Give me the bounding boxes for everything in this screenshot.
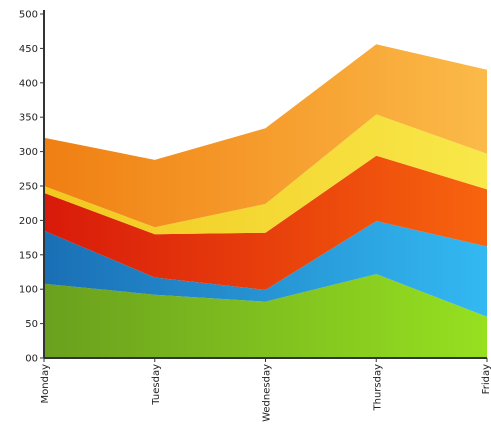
x-tick-label-group: Monday Tuesday Wednesday Thursday Friday (40, 364, 491, 422)
y-tick-label: 50 (25, 319, 38, 330)
x-tick-label: Monday (40, 364, 51, 404)
y-tick-label-group: 00 50 100 150 200 250 300 350 400 450 500 (19, 10, 38, 365)
y-tick-label: 200 (19, 216, 38, 227)
y-tick-label: 00 (25, 354, 38, 365)
axes-group (40, 10, 488, 362)
area-series-4 (44, 114, 487, 235)
area-series-3 (44, 155, 487, 290)
area-series-1 (44, 274, 487, 358)
y-tick-label: 300 (19, 147, 38, 158)
area-series-2 (44, 221, 487, 317)
y-tick-label: 450 (19, 44, 38, 55)
x-tick-label: Tuesday (151, 364, 162, 406)
area-series-group (44, 44, 487, 358)
y-tick-label: 250 (19, 182, 38, 193)
y-tick-label: 400 (19, 78, 38, 89)
y-tick-label: 350 (19, 113, 38, 124)
x-tick-label: Thursday (372, 364, 383, 412)
y-tick-label: 150 (19, 250, 38, 261)
x-tick-label: Friday (481, 364, 491, 394)
area-series-5 (44, 44, 487, 228)
y-tick-label: 100 (19, 285, 38, 296)
x-tick-label: Wednesday (262, 364, 273, 422)
y-tick-label: 500 (19, 10, 38, 21)
